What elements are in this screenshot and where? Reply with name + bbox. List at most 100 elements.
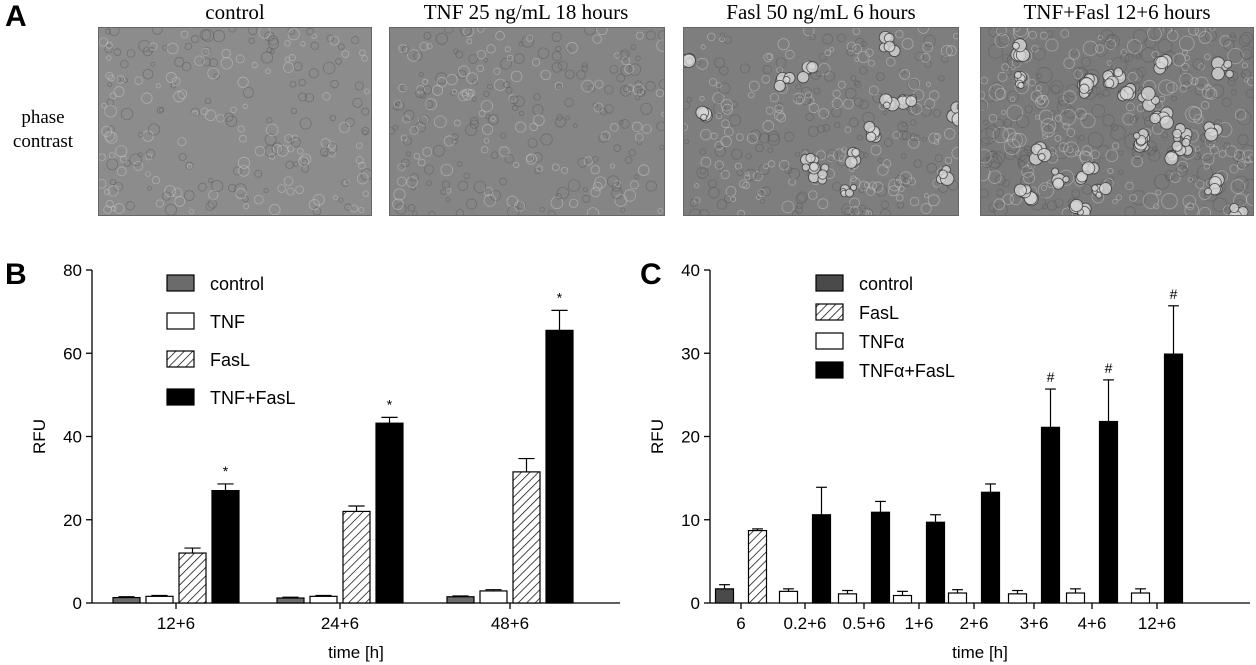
cell [584, 28, 596, 36]
cell [113, 86, 125, 98]
cell [120, 107, 134, 121]
cell [988, 113, 998, 123]
cell [837, 33, 846, 43]
cell [460, 89, 468, 97]
cell [452, 48, 459, 55]
cell [400, 134, 408, 142]
cell [857, 50, 870, 63]
cell [629, 180, 639, 190]
cell [863, 152, 869, 158]
cell-cluster [806, 61, 819, 74]
cell [981, 99, 988, 112]
cell-cluster [1091, 184, 1099, 192]
cell-cluster [1104, 78, 1115, 89]
cell [859, 188, 865, 194]
cell [1188, 106, 1203, 121]
chart-c: 0 10 20 30 40 RFU time [h] 6 0.2+6 0.5+6 1+6 2+6 3+6… [648, 261, 1250, 662]
cell [616, 73, 626, 83]
cell [113, 203, 125, 214]
cell [848, 117, 859, 128]
cell [807, 125, 819, 137]
cell [1053, 144, 1069, 160]
cell [1161, 28, 1175, 36]
cell [1105, 149, 1119, 163]
cell [809, 33, 816, 41]
x-axis-label: time [h] [952, 643, 1008, 662]
cell [854, 97, 864, 107]
cell [1036, 73, 1043, 79]
cell [1004, 149, 1016, 161]
cell [849, 205, 860, 215]
cell [107, 82, 113, 88]
cell [1078, 134, 1085, 141]
cell [951, 146, 958, 159]
cell [808, 190, 818, 200]
cell-cluster [850, 184, 858, 191]
cell [360, 168, 371, 181]
cell [350, 204, 359, 213]
cell [1165, 81, 1178, 94]
cell [572, 123, 578, 129]
cell [1212, 197, 1228, 213]
cell [715, 112, 723, 120]
legend-swatch [815, 303, 844, 321]
cell [894, 179, 903, 188]
cell [1001, 53, 1011, 63]
cell [868, 181, 878, 190]
cell [623, 189, 637, 202]
cell [1066, 128, 1076, 137]
cell [981, 149, 992, 164]
cell [739, 63, 750, 74]
cell [1115, 194, 1122, 201]
cell [480, 100, 493, 113]
cell [297, 147, 304, 155]
cell [1028, 78, 1036, 87]
cell-cluster [1051, 167, 1060, 176]
legend-label: FasL [210, 350, 250, 370]
cell [180, 30, 189, 39]
cell-cluster [1211, 66, 1225, 81]
cell [747, 91, 755, 99]
cell [1063, 57, 1075, 69]
cell [590, 187, 601, 198]
cell [981, 76, 989, 85]
cell [933, 139, 940, 145]
cell [638, 164, 650, 176]
cell [581, 79, 594, 93]
cell [105, 131, 118, 144]
cell [981, 137, 990, 147]
cell [720, 170, 730, 180]
y-tick-label: 60 [63, 344, 82, 363]
cell [268, 35, 279, 46]
legend-label: TNFα+FasL [859, 361, 955, 381]
cell [880, 200, 890, 209]
cell [1094, 158, 1101, 164]
cell [165, 72, 177, 83]
cell [1120, 49, 1127, 56]
cell [908, 77, 921, 90]
cell [582, 194, 591, 203]
cell [471, 96, 477, 102]
cell [720, 32, 726, 38]
cell [609, 123, 619, 132]
cell [1230, 179, 1246, 194]
cell [490, 151, 499, 159]
cell [99, 179, 107, 189]
cell [287, 145, 295, 153]
cell [1246, 77, 1253, 86]
cell [922, 41, 934, 53]
cell [944, 156, 953, 165]
cell [1091, 104, 1105, 118]
cell [1178, 35, 1195, 52]
cell [897, 121, 909, 133]
cell [988, 203, 998, 213]
cell [993, 198, 1006, 211]
cell [1071, 48, 1078, 55]
cell [248, 37, 255, 45]
cell [746, 133, 758, 144]
cell [354, 81, 364, 91]
cell [1126, 38, 1142, 54]
cell [476, 64, 484, 73]
cell [723, 194, 733, 204]
cell [1203, 163, 1211, 170]
